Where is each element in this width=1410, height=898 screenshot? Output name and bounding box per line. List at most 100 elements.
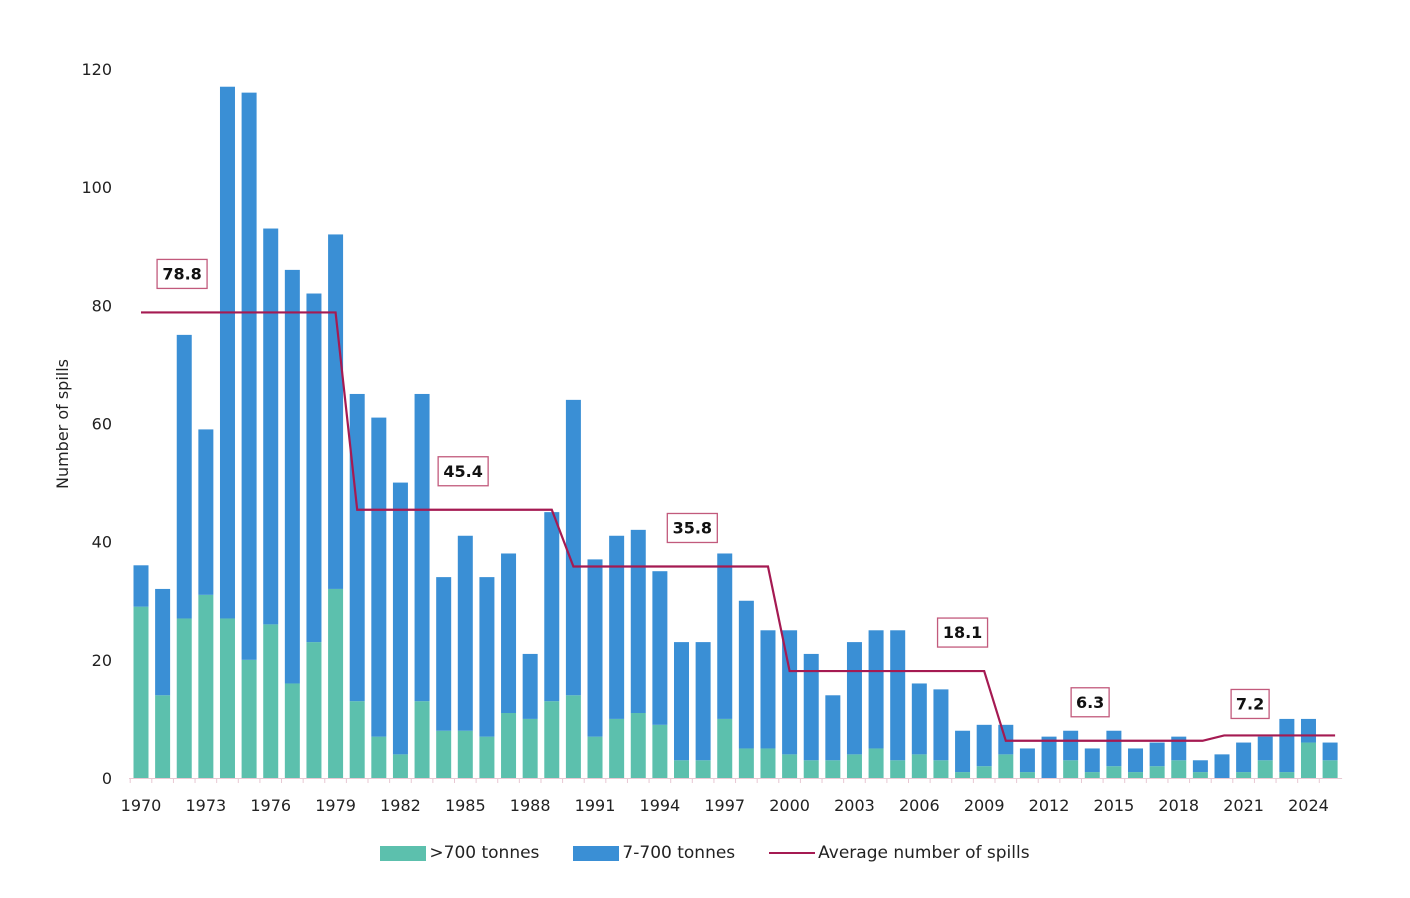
bar-medium-spills <box>241 92 257 660</box>
bar-large-spills <box>1149 766 1165 778</box>
bar-large-spills <box>544 701 560 778</box>
x-tick-label: 2018 <box>1158 796 1199 815</box>
bar-medium-spills <box>155 588 171 696</box>
bar-large-spills <box>1279 772 1295 778</box>
bar-medium-spills <box>349 393 365 702</box>
bar-large-spills <box>630 713 646 778</box>
y-tick-label: 80 <box>92 296 112 315</box>
bar-medium-spills <box>846 642 862 755</box>
average-label: 18.1 <box>943 623 982 642</box>
bar-medium-spills <box>911 683 927 755</box>
bar-medium-spills <box>284 269 300 684</box>
bar-medium-spills <box>1106 730 1122 767</box>
legend-label-average: Average number of spills <box>818 843 1030 863</box>
bar-large-spills <box>263 624 279 778</box>
bar-large-spills <box>1171 760 1187 778</box>
bar-medium-spills <box>306 293 322 643</box>
bar-large-spills <box>1106 766 1122 778</box>
x-tick-label: 1991 <box>575 796 616 815</box>
bar-large-spills <box>1322 760 1338 778</box>
average-label: 7.2 <box>1236 694 1264 713</box>
bar-large-spills <box>241 659 257 778</box>
x-tick-label: 1985 <box>445 796 486 815</box>
bar-large-spills <box>284 683 300 778</box>
average-label: 78.8 <box>162 264 201 283</box>
bar-large-spills <box>501 713 517 778</box>
y-tick-label: 40 <box>92 533 112 552</box>
bar-medium-spills <box>630 529 646 714</box>
bar-medium-spills <box>738 600 754 749</box>
bar-medium-spills <box>1300 718 1316 743</box>
legend-swatch-medium <box>573 845 620 861</box>
average-label-box <box>666 512 718 544</box>
bar-large-spills <box>738 748 754 778</box>
bar-medium-spills <box>1214 754 1230 778</box>
bar-large-spills <box>219 618 235 778</box>
average-label-box <box>156 258 208 290</box>
bar-medium-spills <box>565 399 581 696</box>
x-tick-label: 2012 <box>1029 796 1070 815</box>
bar-medium-spills <box>760 630 776 749</box>
bar-large-spills <box>479 736 495 778</box>
average-label: 45.4 <box>443 462 482 481</box>
bar-large-spills <box>176 618 192 778</box>
y-tick-label: 20 <box>92 651 112 670</box>
bar-medium-spills <box>263 228 279 625</box>
bar-large-spills <box>155 695 171 778</box>
bar-medium-spills <box>825 695 841 761</box>
bar-medium-spills <box>933 689 949 761</box>
bar-large-spills <box>609 718 625 778</box>
bar-medium-spills <box>414 393 430 702</box>
x-tick-label: 1982 <box>380 796 421 815</box>
bar-large-spills <box>1236 772 1252 778</box>
bar-large-spills <box>436 730 452 778</box>
bar-large-spills <box>717 718 733 778</box>
bar-large-spills <box>1019 772 1035 778</box>
bar-large-spills <box>760 748 776 778</box>
bar-large-spills <box>782 754 798 778</box>
bar-large-spills <box>911 754 927 778</box>
x-tick-label: 2003 <box>834 796 875 815</box>
bar-medium-spills <box>652 571 668 725</box>
bar-large-spills <box>392 754 408 778</box>
bar-large-spills <box>890 760 906 778</box>
average-label-box <box>936 617 989 648</box>
bar-large-spills <box>414 701 430 778</box>
bar-large-spills <box>1257 760 1273 778</box>
legend-label-medium: 7-700 tonnes <box>622 843 736 863</box>
bar-large-spills <box>1192 772 1208 778</box>
bar-medium-spills <box>133 565 149 607</box>
bar-medium-spills <box>782 630 798 755</box>
bar-medium-spills <box>1149 742 1165 767</box>
x-tick-label: 1976 <box>250 796 291 815</box>
bar-large-spills <box>587 736 603 778</box>
bar-medium-spills <box>1322 742 1338 761</box>
x-tick-label: 2006 <box>899 796 940 815</box>
bar-large-spills <box>349 701 365 778</box>
bar-medium-spills <box>609 535 625 719</box>
x-tick-label: 2021 <box>1223 796 1264 815</box>
bar-medium-spills <box>955 730 971 773</box>
x-tick-label: 1988 <box>510 796 551 815</box>
legend-swatch-average <box>769 852 816 854</box>
x-tick-label: 1973 <box>186 796 227 815</box>
average-line <box>141 311 1336 742</box>
bar-medium-spills <box>1257 736 1273 761</box>
bar-large-spills <box>1084 772 1100 778</box>
bar-medium-spills <box>1063 730 1079 761</box>
bar-medium-spills <box>717 553 733 719</box>
bar-large-spills <box>457 730 473 778</box>
bar-medium-spills <box>436 577 452 731</box>
bar-large-spills <box>565 695 581 778</box>
bar-medium-spills <box>1236 742 1252 773</box>
bar-large-spills <box>1128 772 1144 778</box>
bar-medium-spills <box>868 630 884 749</box>
bar-large-spills <box>846 754 862 778</box>
bar-large-spills <box>198 594 214 778</box>
bar-medium-spills <box>219 86 235 619</box>
bar-large-spills <box>652 724 668 778</box>
bar-medium-spills <box>890 630 906 761</box>
bar-large-spills <box>522 718 538 778</box>
average-label-box <box>437 456 489 487</box>
bar-medium-spills <box>695 642 711 761</box>
